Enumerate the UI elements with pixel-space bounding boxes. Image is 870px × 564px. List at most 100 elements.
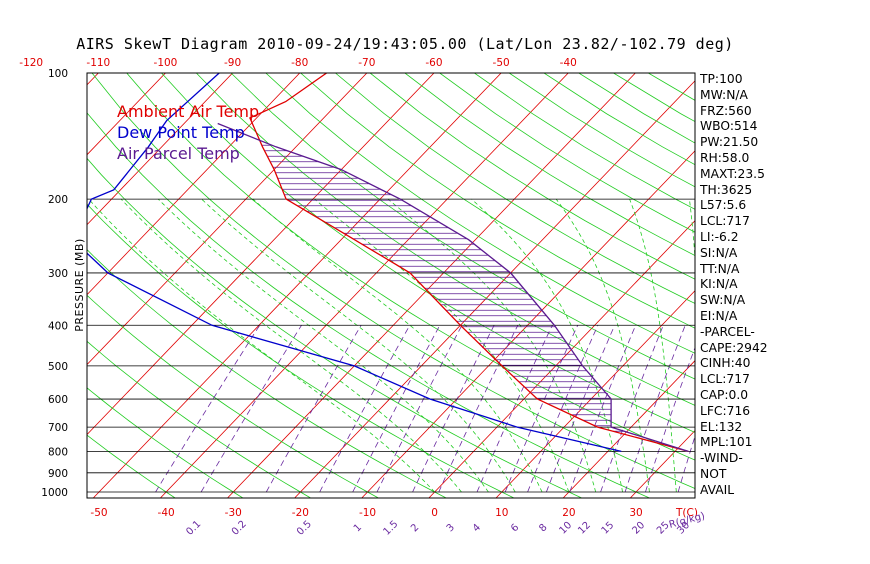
stat-l57: L57:5.6 [700, 198, 768, 214]
bottom-temp-tick-label: 10 [495, 507, 508, 519]
mixing-ratio-label: 0.5 [295, 519, 314, 538]
moist-adiabat-line [556, 199, 649, 492]
top-temp-tick-label: -70 [358, 57, 375, 69]
stat-parcel-lcl: LCL:717 [700, 372, 768, 388]
stat-li: LI:-6.2 [700, 230, 768, 246]
stat-wind-avail: AVAIL [700, 483, 768, 499]
top-temp-tick-label: -40 [560, 57, 577, 69]
top-temp-tick-label: -50 [493, 57, 510, 69]
stat-wind-not: NOT [700, 467, 768, 483]
pressure-tick-label: 600 [48, 394, 68, 406]
chart-title: AIRS SkewT Diagram 2010-09-24/19:43:05.0… [0, 35, 810, 53]
pressure-tick-label: 900 [48, 468, 68, 480]
pressure-tick-label: 800 [48, 446, 68, 458]
stats-panel: TP:100 MW:N/A FRZ:560 WBO:514 PW:21.50 R… [700, 72, 768, 499]
mixing-ratio-label: 8 [537, 522, 549, 534]
mixing-ratio-label: 1 [352, 522, 364, 534]
pressure-tick-label: 500 [48, 361, 68, 373]
bottom-temp-tick-label: -30 [225, 507, 242, 519]
dry-adiabat-line [474, 73, 870, 501]
mixing-ratio-label: 10 [557, 520, 574, 537]
bottom-temp-tick-label: 0 [431, 507, 438, 519]
mixing-ratio-label: 1.5 [381, 519, 400, 538]
pressure-tick-label: 1000 [41, 487, 68, 499]
stat-parcel-header: -PARCEL- [700, 325, 768, 341]
mixing-ratio-line [601, 325, 664, 492]
stat-pw: PW:21.50 [700, 135, 768, 151]
pressure-tick-label: 300 [48, 268, 68, 280]
isotherm-line [828, 68, 870, 502]
isotherm-line [492, 68, 870, 502]
stat-ki: KI:N/A [700, 277, 768, 293]
top-temp-tick-label: -120 [19, 57, 43, 69]
dry-adiabat-line [266, 73, 870, 501]
pressure-tick-label: 100 [48, 68, 68, 80]
stat-cape: CAPE:2942 [700, 341, 768, 357]
moist-adiabat-line [158, 199, 488, 492]
bottom-temp-tick-label: 20 [562, 507, 575, 519]
legend-item-parcel: Air Parcel Temp [117, 143, 259, 164]
stat-maxt: MAXT:23.5 [700, 167, 768, 183]
pressure-tick-label: 400 [48, 320, 68, 332]
stat-mw: MW:N/A [700, 88, 768, 104]
bottom-temp-tick-label: -40 [158, 507, 175, 519]
isotherm-line [0, 68, 36, 502]
bottom-temp-tick-label: 30 [629, 507, 642, 519]
mixing-ratio-label: 20 [630, 520, 647, 537]
mixing-ratio-label: 6 [509, 522, 521, 534]
pressure-tick-label: 700 [48, 422, 68, 434]
y-axis-title: PRESSURE (MB) [73, 238, 86, 331]
bottom-temp-tick-label: -20 [292, 507, 309, 519]
legend-item-dewpoint: Dew Point Temp [117, 122, 259, 143]
stat-wind-header: -WIND- [700, 451, 768, 467]
legend-item-ambient: Ambient Air Temp [117, 101, 259, 122]
mixing-ratio-label: 2 [409, 522, 421, 534]
pressure-tick-label: 200 [48, 194, 68, 206]
moist-adiabat-line [388, 199, 596, 492]
top-temp-tick-label: -80 [291, 57, 308, 69]
isotherm-line [0, 68, 103, 502]
mixing-ratio-line [505, 325, 578, 492]
bottom-temp-tick-label: -50 [90, 507, 107, 519]
dry-adiabat-line [301, 73, 870, 501]
mixing-ratio-label: 4 [471, 522, 483, 534]
bottom-temp-tick-label: -10 [359, 507, 376, 519]
stat-frz: FRZ:560 [700, 104, 768, 120]
top-temp-tick-label: -90 [224, 57, 241, 69]
stat-cap: CAP:0.0 [700, 388, 768, 404]
stat-lcl: LCL:717 [700, 214, 768, 230]
stat-si: SI:N/A [700, 246, 768, 262]
stat-th: TH:3625 [700, 183, 768, 199]
mixing-ratio-label: 0.2 [230, 519, 249, 538]
top-temp-tick-label: -60 [425, 57, 442, 69]
moist-adiabat-line [630, 199, 677, 492]
stat-ei: EI:N/A [700, 309, 768, 325]
mixing-ratio-label: 0.1 [184, 519, 203, 538]
isotherm-line [224, 68, 641, 502]
mixing-ratio-label: 3 [445, 522, 457, 534]
mixing-ratio-line [439, 325, 518, 492]
stat-lfc: LFC:716 [700, 404, 768, 420]
ambient-temp-line [250, 73, 689, 451]
dry-adiabat-line [231, 73, 870, 501]
stat-wbo: WBO:514 [700, 119, 768, 135]
stat-cinh: CINH:40 [700, 356, 768, 372]
isotherm-line [291, 68, 708, 502]
top-temp-tick-label: -100 [154, 57, 178, 69]
stat-rh: RH:58.0 [700, 151, 768, 167]
dry-adiabat-line [335, 73, 870, 501]
mixing-ratio-line [320, 325, 410, 492]
isotherm-line [761, 68, 870, 502]
stat-tp: TP:100 [700, 72, 768, 88]
dry-adiabat-line [405, 73, 870, 501]
stat-tt: TT:N/A [700, 262, 768, 278]
dry-adiabat-line [370, 73, 870, 501]
moist-adiabat-line [253, 199, 542, 492]
stat-mpl: MPL:101 [700, 435, 768, 451]
mixing-ratio-line [201, 325, 301, 492]
stat-sw: SW:N/A [700, 293, 768, 309]
mixing-ratio-label: 12 [576, 520, 593, 537]
mixing-ratio-line [528, 325, 598, 492]
moist-adiabat-line [472, 199, 623, 492]
